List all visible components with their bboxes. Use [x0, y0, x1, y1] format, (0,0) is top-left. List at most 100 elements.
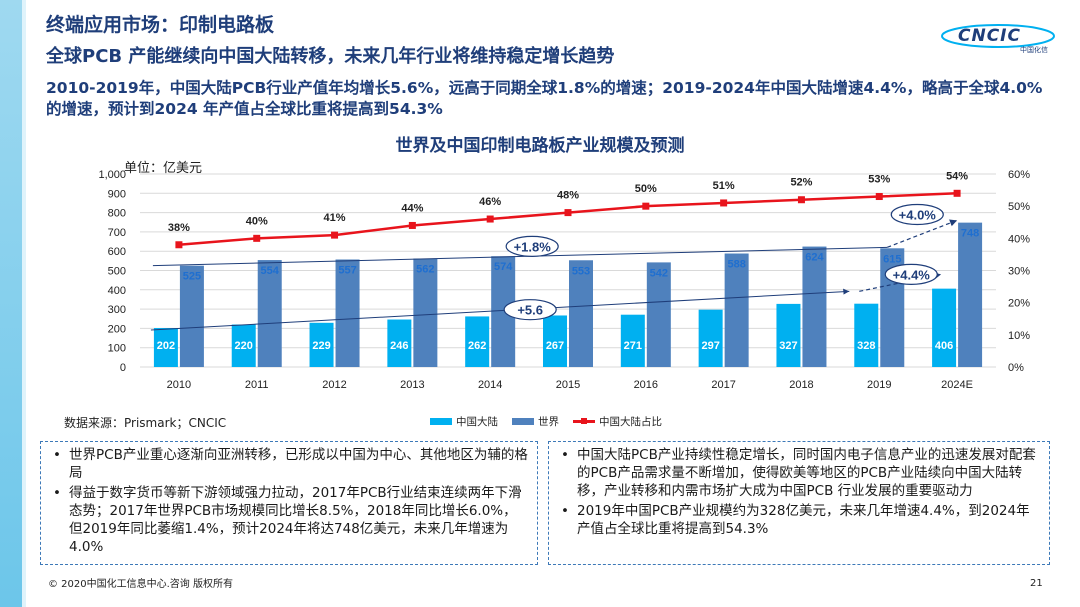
- annotation-bubble-0: [505, 235, 559, 257]
- label-china-2017: 297: [701, 340, 719, 352]
- legend-label-china: 中国大陆: [456, 416, 498, 428]
- x-tick-label: 2015: [556, 379, 580, 391]
- label-china-2016: 271: [624, 340, 642, 352]
- label-china-2010: 202: [157, 340, 175, 352]
- bar-world-2024E: [958, 222, 983, 367]
- notes-left-box: 世界PCB产业重心逐渐向亚洲转移，已形成以中国为中心、其他地区为辅的格局 得益于…: [40, 441, 538, 565]
- bar-china-2015: [543, 315, 567, 367]
- cncic-logo: CNCIC 中国化信: [940, 22, 1058, 58]
- bar-world-2010: [179, 265, 204, 367]
- x-tick-label: 2013: [400, 379, 424, 391]
- label-world-2012: 557: [338, 264, 356, 276]
- logo-text: CNCIC: [958, 26, 1021, 46]
- world-trend-forecast: [887, 219, 958, 248]
- x-tick-label: 2018: [789, 379, 813, 391]
- x-tick-label: 2012: [322, 379, 346, 391]
- y-tick-left: 300: [108, 304, 126, 316]
- label-china-2019: 328: [857, 340, 875, 352]
- data-source: 数据来源：Prismark；CNCIC: [64, 416, 227, 430]
- bar-world-2016: [646, 262, 671, 367]
- label-world-2019: 615: [883, 253, 901, 265]
- annotation-bubble-2: [890, 203, 944, 226]
- y-tick-left: 1,000: [98, 169, 126, 181]
- y-tick-left: 700: [108, 227, 126, 239]
- share-point-2015: [564, 209, 572, 217]
- x-tick-label: 2019: [867, 379, 891, 391]
- legend-swatch-share: [573, 418, 595, 424]
- share-label-2014: 46%: [479, 196, 501, 208]
- y-tick-right: 40%: [1008, 233, 1030, 245]
- annotation-bubble-1: [503, 299, 557, 321]
- share-label-2017: 51%: [713, 180, 735, 192]
- label-world-2014: 574: [494, 261, 513, 273]
- note-left-1: 世界PCB产业重心逐渐向亚洲转移，已形成以中国为中心、其他地区为辅的格局: [49, 446, 529, 482]
- share-label-2012: 41%: [324, 212, 346, 224]
- share-point-2013: [408, 221, 416, 229]
- share-point-2024E: [953, 189, 961, 197]
- label-china-2018: 327: [779, 340, 797, 352]
- share-label-2016: 50%: [635, 183, 657, 195]
- world-trend-line: [152, 246, 888, 267]
- bar-china-2014: [465, 316, 490, 367]
- share-point-2011: [253, 234, 261, 242]
- y-tick-left: 100: [108, 343, 126, 355]
- annotation-label-2: +4.0%: [899, 208, 937, 223]
- bar-china-2011: [231, 324, 256, 367]
- bar-china-2012: [309, 322, 334, 367]
- bar-china-2018: [776, 303, 801, 367]
- bar-china-2017: [698, 309, 723, 367]
- y-tick-left: 500: [108, 266, 126, 278]
- bar-china-2024E: [932, 288, 957, 367]
- label-world-2024E: 748: [961, 228, 979, 240]
- y-tick-right: 20%: [1008, 298, 1030, 310]
- share-point-2019: [875, 193, 883, 201]
- notes-right-box: 中国大陆PCB产业持续性稳定增长，同时国内电子信息产业的迅速发展对配套的PCB产…: [548, 441, 1050, 565]
- label-china-2012: 229: [312, 340, 330, 352]
- label-china-2024E: 406: [935, 340, 953, 352]
- annotation-bubble-3: [884, 263, 938, 285]
- label-china-2015: 267: [546, 340, 564, 352]
- y-tick-left: 800: [108, 208, 126, 220]
- label-world-2016: 542: [650, 267, 668, 279]
- bar-china-2010: [153, 328, 178, 367]
- logo-subtext: 中国化信: [1020, 46, 1048, 54]
- share-point-2017: [720, 199, 728, 207]
- pcb-chart: 0 100 200 300 400 500 600 700 800 900 1,000 0% 10% 20…: [98, 169, 1030, 391]
- share-point-2010: [175, 241, 183, 249]
- share-point-2014: [486, 215, 494, 223]
- share-point-2012: [331, 231, 339, 239]
- share-label-2013: 44%: [401, 202, 423, 214]
- x-tick-label: 2017: [711, 379, 735, 391]
- bar-world-2012: [335, 259, 360, 367]
- bar-china-2019: [854, 303, 879, 367]
- x-tick-label: 2016: [634, 379, 658, 391]
- y-tick-right: 30%: [1008, 266, 1030, 278]
- chart-unit-label: 单位：亿美元: [124, 161, 203, 176]
- label-world-2011: 554: [261, 265, 280, 277]
- legend-swatch-world: [512, 418, 534, 425]
- share-label-2011: 40%: [246, 215, 268, 227]
- slide-subtitle: 全球PCB 产能继续向中国大陆转移，未来几年行业将维持稳定增长趋势: [46, 46, 615, 67]
- share-point-2018: [797, 196, 805, 204]
- legend-swatch-china: [430, 418, 452, 425]
- y-tick-right: 50%: [1008, 201, 1030, 213]
- share-point-2016: [642, 202, 650, 210]
- bar-world-2011: [257, 260, 282, 367]
- share-label-2024E: 54%: [946, 170, 968, 182]
- y-tick-right: 0%: [1008, 362, 1024, 374]
- page-number: 21: [1030, 578, 1043, 589]
- annotation-label-3: +4.4%: [893, 267, 931, 282]
- y-tick-left: 0: [120, 362, 126, 374]
- label-world-2013: 562: [416, 264, 434, 276]
- left-decor-stripe: [0, 0, 26, 607]
- y-tick-right: 60%: [1008, 169, 1030, 181]
- y-tick-left: 900: [108, 188, 126, 200]
- bar-world-2013: [413, 258, 438, 367]
- bar-china-2013: [387, 319, 412, 367]
- annotation-label-1: +5.6: [517, 303, 543, 318]
- label-world-2010: 525: [183, 271, 201, 283]
- y-tick-right: 10%: [1008, 330, 1030, 342]
- chart-title: 世界及中国印制电路板产业规模及预测: [395, 136, 685, 156]
- x-tick-label: 2011: [245, 379, 269, 391]
- x-tick-label: 2010: [167, 379, 191, 391]
